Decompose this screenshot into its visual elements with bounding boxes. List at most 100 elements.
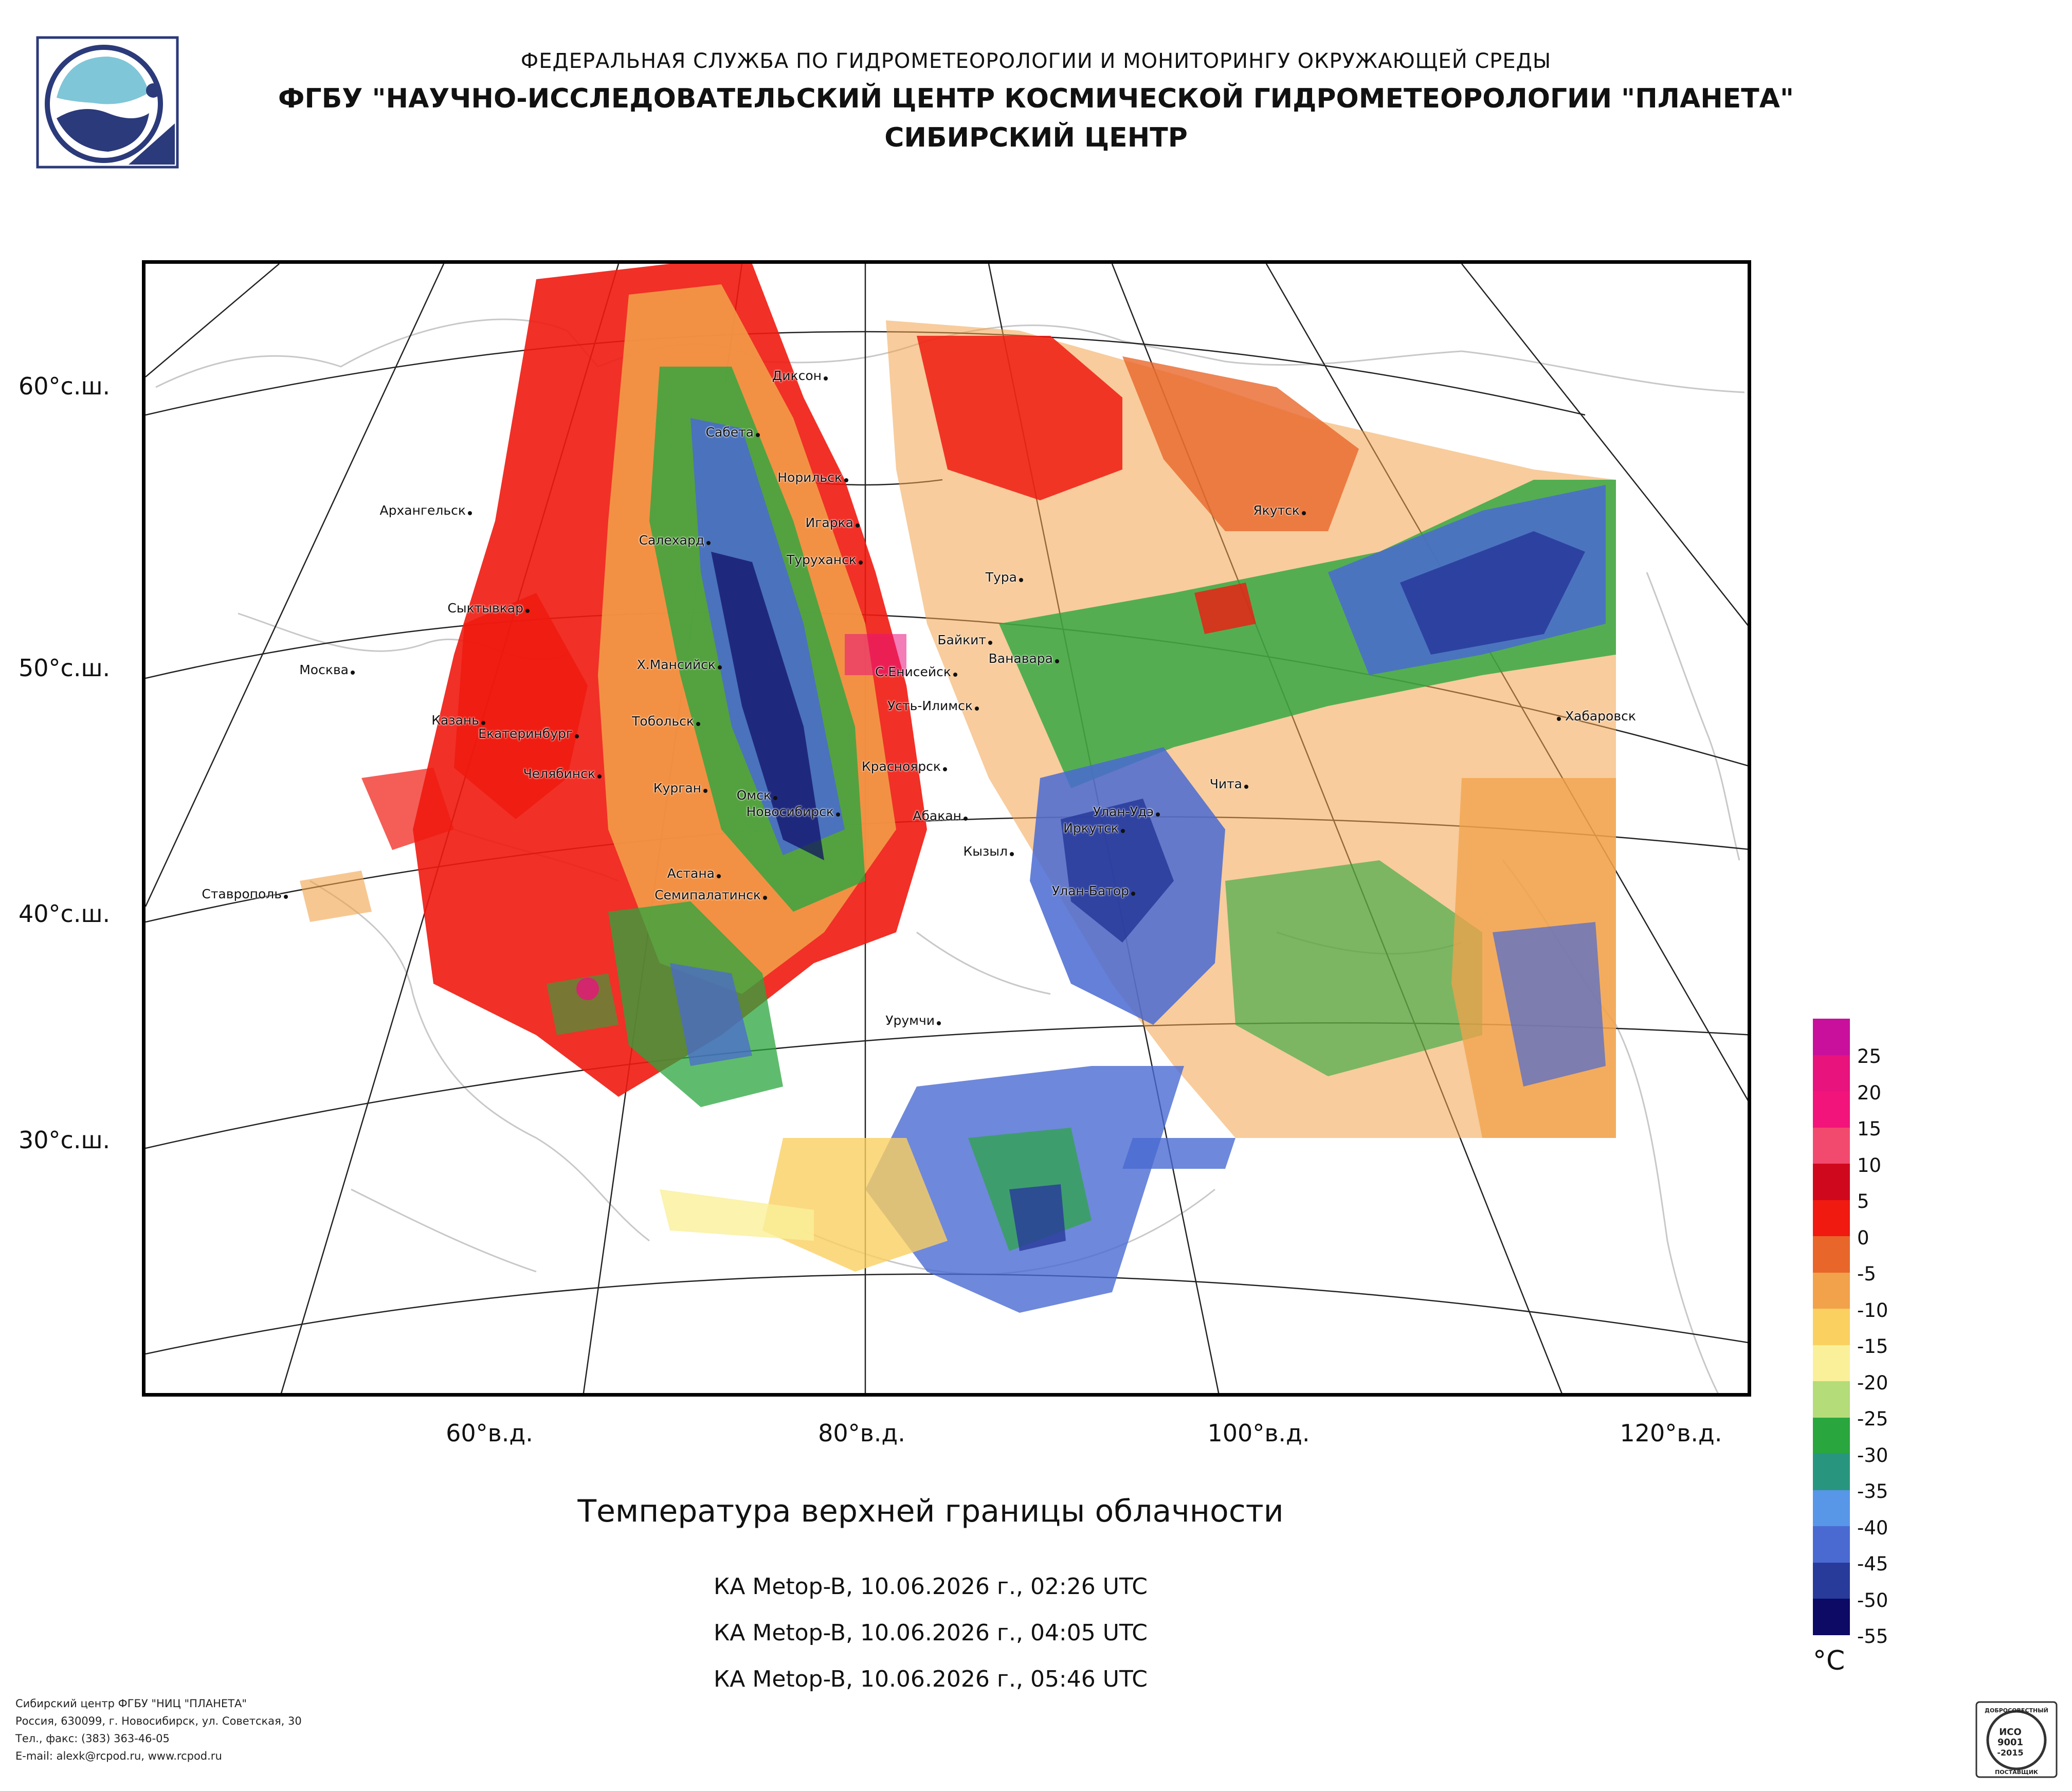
city-label: Красноярск: [861, 759, 941, 774]
lat-label-30: 30°с.ш.: [19, 1126, 111, 1154]
legend-value: -45: [1857, 1553, 1888, 1575]
city-marker: [696, 722, 700, 726]
city-marker: [1244, 785, 1248, 789]
city-label: Байкит: [937, 632, 986, 647]
city-marker: [717, 874, 721, 878]
footer-line-address: Россия, 630099, г. Новосибирск, ул. Сове…: [15, 1715, 302, 1727]
temperature-legend: [1813, 1019, 1850, 1635]
city-marker: [836, 812, 840, 817]
city-marker: [706, 541, 711, 545]
legend-value: 10: [1857, 1154, 1882, 1177]
city-label: С.Енисейск: [875, 664, 951, 679]
city-label: Салехард: [639, 533, 704, 548]
city-marker: [1010, 852, 1014, 856]
city-marker: [975, 707, 979, 711]
city-marker: [597, 774, 602, 779]
legend-value: 15: [1857, 1118, 1882, 1140]
satellite-pass-3: КА Metop-B, 10.06.2026 г., 05:46 UTC: [714, 1666, 1148, 1692]
legend-value: -35: [1857, 1480, 1888, 1503]
institute-title: ФГБУ "НАУЧНО-ИССЛЕДОВАТЕЛЬСКИЙ ЦЕНТР КОС…: [278, 83, 1794, 114]
legend-unit: °С: [1813, 1645, 1845, 1676]
legend-swatch: [1813, 1599, 1850, 1635]
city-label: Туруханск: [786, 552, 857, 567]
city-marker: [525, 609, 530, 613]
city-label: Ставрополь: [202, 887, 282, 901]
city-marker: [351, 671, 355, 675]
city-label: Ванавара: [988, 651, 1053, 666]
legend-value: -5: [1857, 1263, 1876, 1285]
city-marker: [575, 734, 579, 738]
legend-value: -10: [1857, 1299, 1888, 1322]
city-marker: [824, 376, 828, 381]
city-label: Якутск: [1253, 503, 1300, 518]
city-label: Игарка: [805, 515, 853, 530]
lat-label-60: 60°с.ш.: [19, 372, 111, 400]
city-label: Казань: [431, 713, 479, 728]
city-marker: [481, 721, 485, 725]
map-title: Температура верхней границы облачности: [577, 1493, 1284, 1529]
city-marker: [1156, 812, 1160, 817]
legend-value: -50: [1857, 1589, 1888, 1612]
city-label: Астана: [667, 866, 715, 881]
city-label: Тура: [985, 570, 1017, 585]
city-label: Кызыл: [963, 844, 1008, 859]
legend-value: -40: [1857, 1516, 1888, 1539]
center-title: СИБИРСКИЙ ЦЕНТР: [884, 122, 1188, 153]
city-label: Челябинск: [523, 766, 595, 781]
city-label: Улан-Батор: [1051, 883, 1129, 898]
legend-swatch: [1813, 1381, 1850, 1418]
city-marker: [988, 641, 992, 645]
city-label: Х.Мансийск: [637, 657, 716, 672]
legend-value: 0: [1857, 1226, 1869, 1249]
footer-line-email: E-mail: alexk@rcpod.ru, www.rcpod.ru: [15, 1750, 222, 1762]
city-marker: [1055, 659, 1059, 663]
iso-certification-badge: ДОБРОСОВЕСТНЫЙ ИСО 9001 -2015 ПОСТАВЩИК: [1975, 1701, 2058, 1778]
satellite-pass-2: КА Metop-B, 10.06.2026 г., 04:05 UTC: [714, 1620, 1148, 1646]
city-label: Тобольск: [632, 714, 694, 729]
footer-line-phone: Тел., факс: (383) 363-46-05: [15, 1732, 170, 1745]
legend-value: -25: [1857, 1408, 1888, 1430]
city-marker: [964, 817, 968, 821]
agency-title: ФЕДЕРАЛЬНАЯ СЛУЖБА ПО ГИДРОМЕТЕОРОЛОГИИ …: [520, 49, 1552, 73]
city-marker: [1131, 892, 1135, 896]
legend-swatch: [1813, 1562, 1850, 1599]
city-label: Чита: [1209, 776, 1242, 791]
legend-swatch: [1813, 1454, 1850, 1490]
cloud-top-temperature-map: [146, 264, 1748, 1393]
legend-swatch: [1813, 1272, 1850, 1309]
city-marker: [468, 511, 472, 515]
planeta-logo: [36, 36, 179, 169]
city-label: Абакан: [913, 808, 961, 823]
city-label: Хабаровск: [1565, 709, 1636, 723]
city-marker: [953, 673, 957, 677]
city-label: Новосибирск: [746, 804, 834, 819]
city-marker: [943, 767, 947, 771]
cloud-swaths: [300, 264, 1616, 1313]
footer-line-org: Сибирский центр ФГБУ "НИЦ "ПЛАНЕТА": [15, 1697, 247, 1710]
city-marker: [1121, 829, 1125, 833]
city-marker: [856, 523, 860, 528]
legend-swatch: [1813, 1309, 1850, 1345]
city-marker: [718, 665, 722, 670]
lat-label-50: 50°с.ш.: [19, 654, 111, 682]
legend-value: -30: [1857, 1444, 1888, 1467]
satellite-pass-1: КА Metop-B, 10.06.2026 г., 02:26 UTC: [714, 1573, 1148, 1600]
city-label: Москва: [299, 662, 349, 677]
legend-swatch: [1813, 1164, 1850, 1200]
city-label: Семипалатинск: [655, 888, 761, 902]
iso-line2: 9001: [1997, 1737, 2023, 1748]
city-marker: [763, 896, 767, 900]
legend-swatch: [1813, 1236, 1850, 1273]
city-label: Сабета: [705, 425, 754, 440]
iso-bottom-text: ПОСТАВЩИК: [1995, 1769, 2038, 1776]
legend-swatch: [1813, 1345, 1850, 1381]
city-label: Омск: [736, 788, 771, 803]
city-marker: [844, 478, 848, 482]
city-marker: [284, 895, 288, 899]
city-marker: [937, 1021, 941, 1025]
city-marker: [1302, 511, 1306, 515]
legend-value: 5: [1857, 1190, 1869, 1213]
lon-label-80: 80°в.д.: [818, 1419, 905, 1447]
city-marker: [756, 433, 760, 437]
